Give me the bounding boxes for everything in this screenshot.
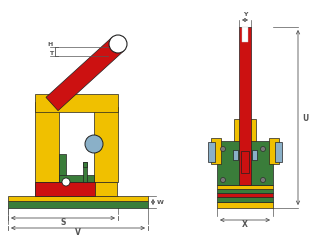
Circle shape: [62, 178, 70, 186]
Bar: [252, 150, 257, 160]
Bar: [217, 141, 273, 185]
Text: Y: Y: [243, 12, 247, 17]
Text: X: X: [242, 220, 248, 229]
Bar: [35, 94, 118, 113]
Bar: [217, 185, 273, 189]
Circle shape: [109, 36, 127, 54]
Bar: [217, 202, 273, 208]
Bar: [35, 182, 95, 196]
Bar: [83, 162, 87, 182]
Text: W: W: [157, 200, 164, 205]
Bar: [241, 151, 249, 173]
Circle shape: [85, 136, 103, 153]
Text: T: T: [49, 51, 53, 56]
Polygon shape: [46, 38, 124, 111]
Bar: [239, 28, 251, 185]
Bar: [59, 175, 94, 182]
Bar: [242, 28, 248, 43]
Bar: [208, 142, 215, 162]
Bar: [269, 138, 279, 164]
Bar: [275, 142, 282, 162]
Text: H: H: [48, 42, 53, 47]
Text: V: V: [75, 228, 81, 237]
Circle shape: [221, 147, 226, 152]
Bar: [8, 201, 148, 208]
Bar: [217, 193, 273, 197]
Bar: [234, 119, 256, 141]
Bar: [8, 196, 148, 201]
Text: U: U: [302, 114, 308, 122]
Bar: [59, 154, 66, 182]
Bar: [83, 162, 87, 167]
Circle shape: [260, 178, 265, 183]
Bar: [233, 150, 238, 160]
Bar: [35, 103, 59, 182]
Circle shape: [221, 178, 226, 183]
Text: S: S: [60, 218, 66, 227]
Bar: [217, 197, 273, 202]
Bar: [94, 108, 118, 182]
Bar: [217, 189, 273, 193]
Circle shape: [260, 147, 265, 152]
Bar: [35, 182, 117, 196]
Bar: [211, 138, 221, 164]
